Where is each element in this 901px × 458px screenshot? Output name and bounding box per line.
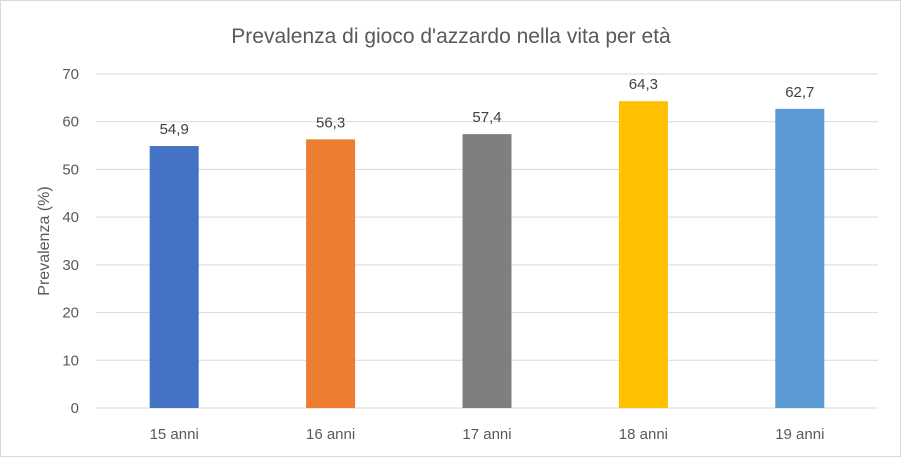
y-tick-labels: 0 10 20 30 40 50 60 70 xyxy=(62,66,79,417)
x-category-labels: 15 anni 16 anni 17 anni 18 anni 19 anni xyxy=(150,426,825,443)
chart-title: Prevalenza di gioco d'azzardo nella vita… xyxy=(231,25,671,48)
data-label-1: 54,9 xyxy=(160,121,189,138)
y-tick-label-30: 30 xyxy=(62,257,79,274)
y-tick-label-60: 60 xyxy=(62,114,79,131)
data-label-2: 56,3 xyxy=(316,114,345,131)
y-tick-label-40: 40 xyxy=(62,209,79,226)
x-category-label-1: 15 anni xyxy=(150,426,199,443)
y-tick-label-0: 0 xyxy=(71,400,79,417)
y-tick-label-50: 50 xyxy=(62,161,79,178)
bar-2 xyxy=(306,139,356,408)
y-tick-label-10: 10 xyxy=(62,352,79,369)
bar-1 xyxy=(149,146,199,408)
data-label-4: 64,3 xyxy=(629,76,658,93)
bar-3 xyxy=(462,134,512,408)
bar-5 xyxy=(775,108,825,409)
bars xyxy=(149,101,825,409)
y-tick-label-70: 70 xyxy=(62,66,79,83)
data-labels: 54,9 56,3 57,4 64,3 62,7 xyxy=(160,76,815,138)
x-category-label-3: 17 anni xyxy=(462,426,511,443)
data-label-3: 57,4 xyxy=(472,109,501,126)
data-label-5: 62,7 xyxy=(785,84,814,101)
x-category-label-2: 16 anni xyxy=(306,426,355,443)
x-category-label-5: 19 anni xyxy=(775,426,824,443)
x-category-label-4: 18 anni xyxy=(619,426,668,443)
y-tick-label-20: 20 xyxy=(62,305,79,322)
bar-4 xyxy=(618,101,668,408)
y-axis-label: Prevalenza (%) xyxy=(36,186,53,295)
